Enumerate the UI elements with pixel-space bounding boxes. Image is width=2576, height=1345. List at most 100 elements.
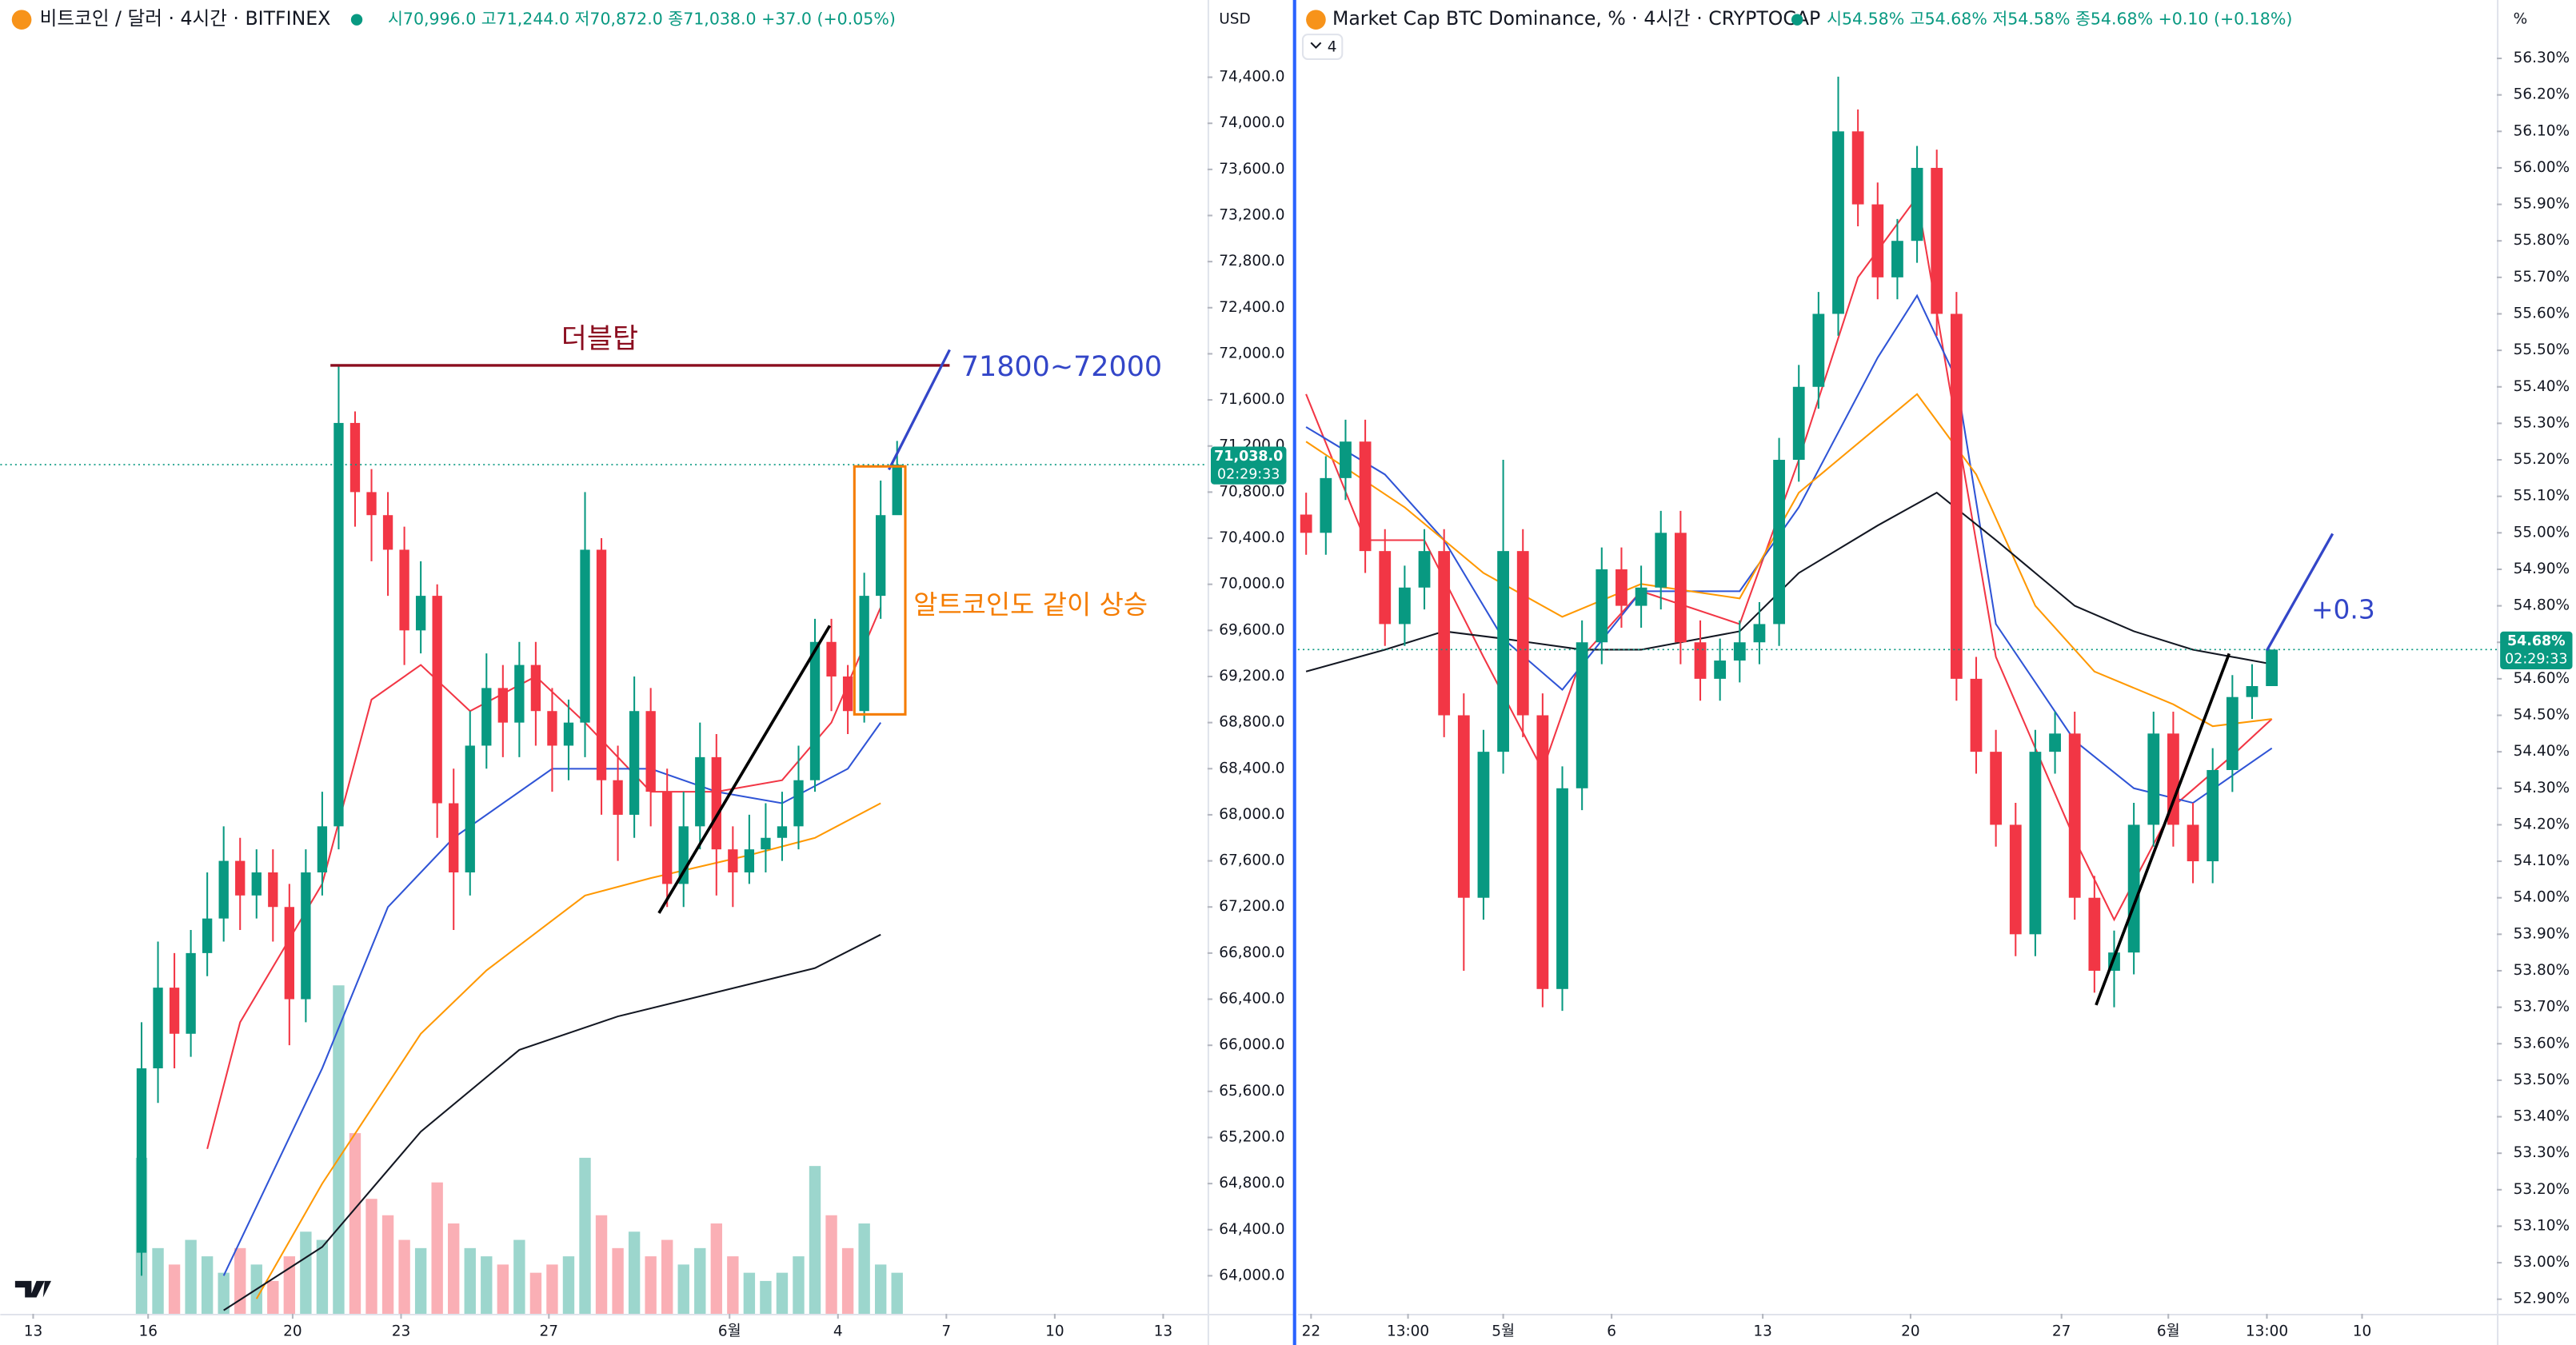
candle-body (744, 849, 755, 872)
annotation-text: 더블탑 (561, 323, 638, 355)
x-tick-label: 23 (392, 1323, 411, 1340)
y-tick-label: 55.00% (2514, 524, 2570, 541)
candle-body (349, 422, 361, 493)
candle-body (826, 641, 837, 676)
volume-bar (793, 1256, 805, 1314)
candle-body (1457, 715, 1470, 898)
candle-body (1379, 551, 1392, 625)
candle-body (2167, 733, 2179, 825)
volume-bar (365, 1199, 377, 1314)
volume-bar (562, 1256, 575, 1314)
x-tick-label: 13:00 (2246, 1323, 2288, 1340)
moving-average (1305, 293, 2273, 804)
y-tick-label: 53.40% (2514, 1108, 2570, 1125)
moving-average (255, 802, 881, 1299)
candle-body (547, 711, 557, 746)
y-tick-label: 67,600.0 (1219, 852, 1284, 869)
trend-arrow (2266, 533, 2334, 652)
x-tick-label: 20 (1901, 1323, 1920, 1340)
y-tick-label: 70,000.0 (1219, 576, 1284, 593)
countdown: 02:29:33 (2505, 652, 2567, 668)
volume-bar (201, 1256, 214, 1314)
ohlc-values: 시54.58% 고54.68% 저54.58% 종54.68% +0.10 (+… (1827, 10, 2292, 29)
countdown: 02:29:33 (1217, 466, 1280, 482)
volume-bar (448, 1223, 460, 1314)
candle-body (301, 872, 311, 1000)
candle-body (2088, 897, 2101, 971)
y-tick-label: 54.20% (2514, 816, 2570, 832)
x-tick-label: 16 (138, 1323, 158, 1340)
y-tick-label: 55.10% (2514, 488, 2570, 505)
volume-bar (825, 1215, 837, 1314)
candle-body (1536, 715, 1549, 989)
currency-label[interactable]: USD (1219, 11, 1250, 28)
candle-body (761, 837, 771, 850)
y-tick-label: 69,600.0 (1219, 621, 1284, 638)
candle-body (1970, 678, 1983, 752)
y-tick-label: 53.60% (2514, 1035, 2570, 1052)
price-badge-value: 54.68% (2507, 633, 2566, 649)
x-tick-label: 6 (1607, 1323, 1616, 1340)
trend-line (657, 625, 832, 914)
candle-body (1516, 551, 1529, 716)
y-tick-label: 53.80% (2514, 962, 2570, 979)
volume-bar (579, 1157, 591, 1314)
volume-bar (497, 1264, 509, 1314)
volume-bar (464, 1247, 476, 1314)
y-tick-label: 69,200.0 (1219, 668, 1284, 684)
volume-bar (316, 1239, 329, 1314)
indicator-toggle[interactable] (1301, 34, 1344, 60)
volume-bar (414, 1247, 427, 1314)
y-tick-label: 73,600.0 (1219, 161, 1284, 178)
candle-body (186, 952, 196, 1034)
moving-average (1305, 393, 2272, 728)
symbol-title[interactable]: Market Cap BTC Dominance, % · 4시간 · CRYP… (1332, 7, 1820, 30)
x-tick-label: 22 (1302, 1323, 1321, 1340)
y-tick-label: 64,400.0 (1219, 1221, 1284, 1238)
annotation-text: 71800~72000 (961, 351, 1162, 383)
y-tick-label: 54.60% (2514, 670, 2570, 687)
x-tick-label: 4 (833, 1323, 843, 1340)
status-dot (1791, 14, 1803, 26)
annotation-text: +0.3 (2311, 594, 2375, 625)
candle-body (169, 988, 180, 1034)
symbol-title[interactable]: 비트코인 / 달러 · 4시간 · BITFINEX (40, 7, 331, 30)
y-tick-label: 64,000.0 (1219, 1267, 1284, 1283)
candle-body (613, 780, 623, 815)
y-tick-label: 53.30% (2514, 1144, 2570, 1161)
y-tick-label: 53.00% (2514, 1254, 2570, 1271)
volume-bar (381, 1215, 394, 1314)
y-tick-label: 56.20% (2514, 86, 2570, 103)
candle-body (2127, 824, 2140, 953)
candle-body (481, 688, 492, 746)
x-tick-label: 6월 (2157, 1323, 2180, 1340)
y-tick-label: 54.50% (2514, 707, 2570, 724)
plot-area (1300, 76, 2278, 1012)
volume-bar (349, 1133, 361, 1314)
ohlc-values: 시70,996.0 고71,244.0 저70,872.0 종71,038.0 … (388, 10, 896, 29)
candle-body (1359, 441, 1372, 552)
y-tick-label: 53.70% (2514, 999, 2570, 1016)
candle-body (1792, 386, 1805, 461)
candle-body (235, 860, 246, 896)
volume-bar (546, 1264, 558, 1314)
volume-bar (152, 1247, 164, 1314)
x-tick-label: 10 (1045, 1323, 1064, 1340)
unit-label[interactable]: % (2514, 11, 2528, 28)
trend-line (2095, 653, 2231, 1006)
candle-body (2009, 824, 2022, 935)
y-tick-label: 71,600.0 (1219, 391, 1284, 408)
candle-body (2266, 649, 2278, 687)
candle-body (1694, 642, 1707, 679)
candle-body (2226, 696, 2239, 770)
candle-body (514, 665, 525, 723)
candle-body (399, 549, 409, 631)
candle-body (2246, 686, 2258, 697)
candle-body (728, 849, 738, 872)
candle-body (284, 907, 294, 1000)
candle-body (563, 722, 574, 746)
y-tick-label: 54.40% (2514, 743, 2570, 760)
volume-bar (168, 1264, 181, 1314)
volume-bar (234, 1247, 246, 1314)
